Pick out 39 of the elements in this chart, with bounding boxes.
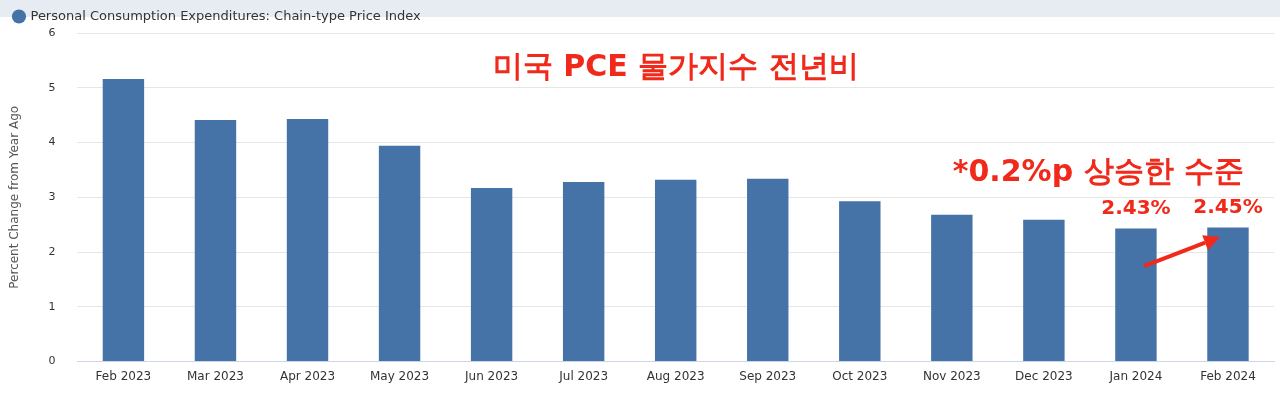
y-tick-label: 1 <box>48 299 56 313</box>
x-tick-label: Sep 2023 <box>739 368 797 383</box>
bar <box>102 79 145 362</box>
bar <box>470 187 513 362</box>
legend-label: Personal Consumption Expenditures: Chain-type Price Index <box>30 7 421 23</box>
bar <box>1115 228 1157 362</box>
x-tick-label: Nov 2023 <box>922 368 981 383</box>
bar <box>839 201 881 362</box>
y-tick-label: 5 <box>48 80 56 94</box>
text: 미국 PCE 물가지수 전년비 <box>492 47 859 83</box>
y-axis-title: Percent Change from Year Ago <box>7 105 22 289</box>
x-tick-label: Dec 2023 <box>1015 368 1073 383</box>
data-label: 2.43% <box>1101 194 1171 219</box>
x-tick-label: Oct 2023 <box>832 368 888 383</box>
x-tick-label: Jun 2023 <box>464 368 519 383</box>
x-tick-label: Jan 2024 <box>1108 368 1163 383</box>
bar <box>1023 219 1065 362</box>
bar <box>562 181 605 362</box>
bar <box>747 178 789 362</box>
y-tick-label: 4 <box>48 135 56 149</box>
x-tick-label: Feb 2023 <box>95 368 152 383</box>
x-tick-label: Aug 2023 <box>646 368 705 383</box>
bar <box>194 120 237 362</box>
bar <box>1207 227 1249 362</box>
annotation: *0.2%p 상승한 수준 <box>952 152 1244 188</box>
y-tick-label: 2 <box>48 244 56 258</box>
data-label: 2.45% <box>1193 193 1263 218</box>
y-tick-label: 3 <box>48 190 56 204</box>
bar <box>654 179 697 362</box>
y-tick-label: 6 <box>48 25 56 39</box>
bar <box>286 118 329 362</box>
x-tick-label: Apr 2023 <box>279 368 336 383</box>
bar <box>378 145 421 362</box>
y-tick-label: 0 <box>48 354 56 368</box>
x-tick-label: Mar 2023 <box>186 368 244 383</box>
x-tick-label: Feb 2024 <box>1200 368 1256 383</box>
x-tick-label: Jul 2023 <box>558 368 609 383</box>
bar <box>931 214 973 362</box>
x-tick-label: May 2023 <box>369 368 430 383</box>
